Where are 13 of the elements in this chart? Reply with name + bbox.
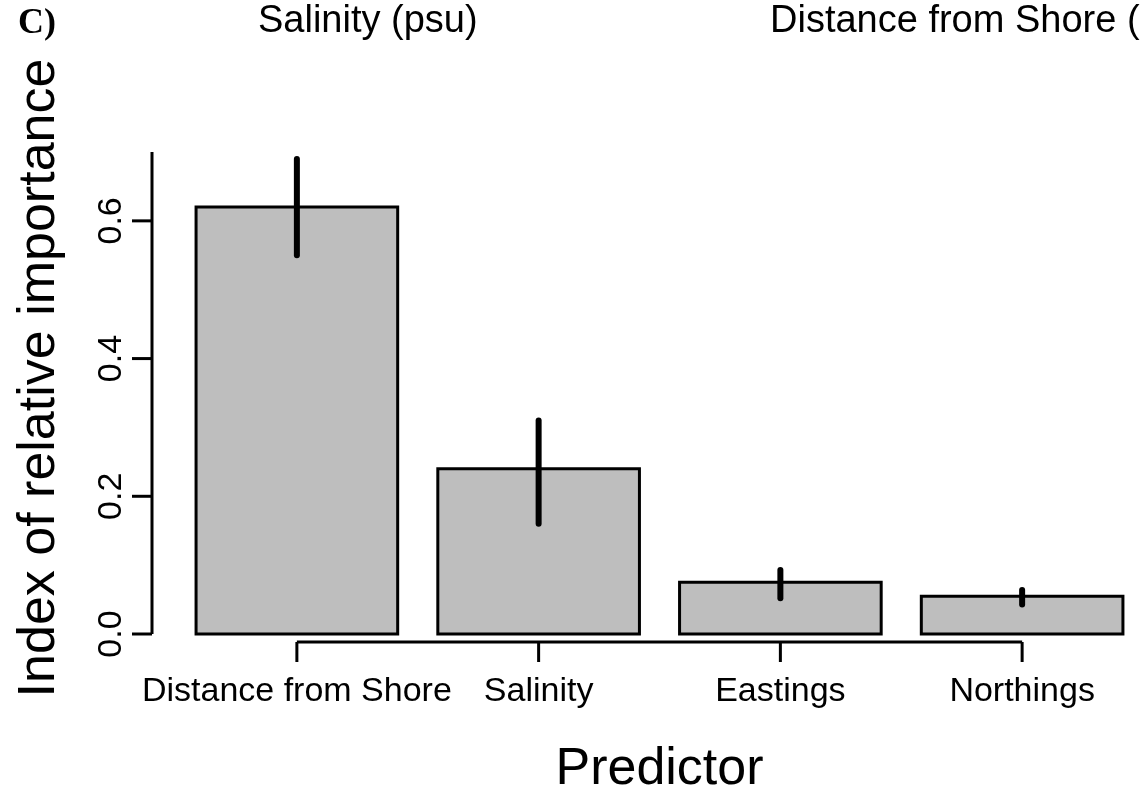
x-tick-label: Northings xyxy=(949,670,1095,709)
y-tick-label: 0.0 xyxy=(90,610,129,658)
y-axis-title: Index of relative importance xyxy=(7,58,66,698)
y-tick-label: 0.6 xyxy=(90,197,129,245)
x-tick-label: Distance from Shore xyxy=(141,670,452,709)
x-axis-title: Predictor xyxy=(555,737,764,796)
y-tick-label: 0.2 xyxy=(90,472,129,520)
x-tick-label: Eastings xyxy=(715,670,846,709)
y-tick-label: 0.4 xyxy=(90,334,129,383)
text: Salinity (psu) xyxy=(258,0,478,41)
text: C) xyxy=(18,1,56,42)
text: Distance from Shore ( xyxy=(770,0,1140,41)
x-tick-label: Salinity xyxy=(483,670,594,709)
